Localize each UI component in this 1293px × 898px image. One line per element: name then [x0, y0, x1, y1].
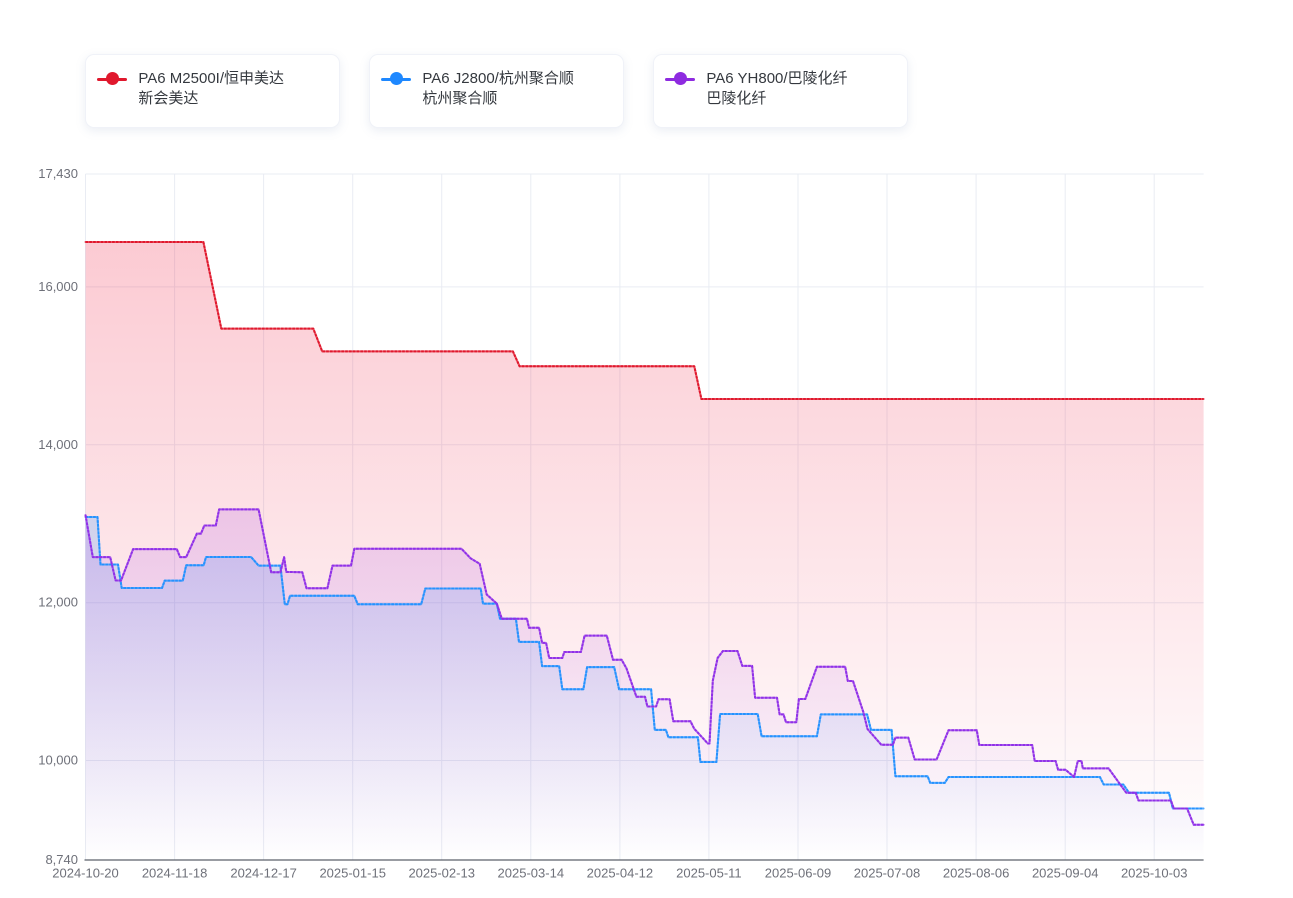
svg-text:2025-10-03: 2025-10-03	[1121, 866, 1188, 881]
svg-text:2025-08-06: 2025-08-06	[943, 866, 1010, 881]
svg-text:2025-02-13: 2025-02-13	[408, 866, 475, 881]
svg-text:2024-10-20: 2024-10-20	[52, 866, 119, 881]
svg-text:2025-03-14: 2025-03-14	[498, 866, 565, 881]
svg-text:2025-05-11: 2025-05-11	[676, 866, 742, 881]
svg-text:8,740: 8,740	[45, 852, 78, 867]
svg-text:2025-07-08: 2025-07-08	[854, 866, 921, 881]
svg-text:16,000: 16,000	[38, 279, 78, 294]
svg-text:2025-06-09: 2025-06-09	[765, 866, 832, 881]
svg-text:2025-01-15: 2025-01-15	[319, 866, 386, 881]
svg-text:2025-09-04: 2025-09-04	[1032, 866, 1099, 881]
svg-text:2024-11-18: 2024-11-18	[142, 866, 208, 881]
svg-text:14,000: 14,000	[38, 437, 78, 452]
svg-text:2024-12-17: 2024-12-17	[230, 866, 297, 881]
svg-text:2025-04-12: 2025-04-12	[587, 866, 654, 881]
svg-text:12,000: 12,000	[38, 595, 78, 610]
svg-text:10,000: 10,000	[38, 753, 78, 768]
svg-text:17,430: 17,430	[38, 166, 78, 181]
